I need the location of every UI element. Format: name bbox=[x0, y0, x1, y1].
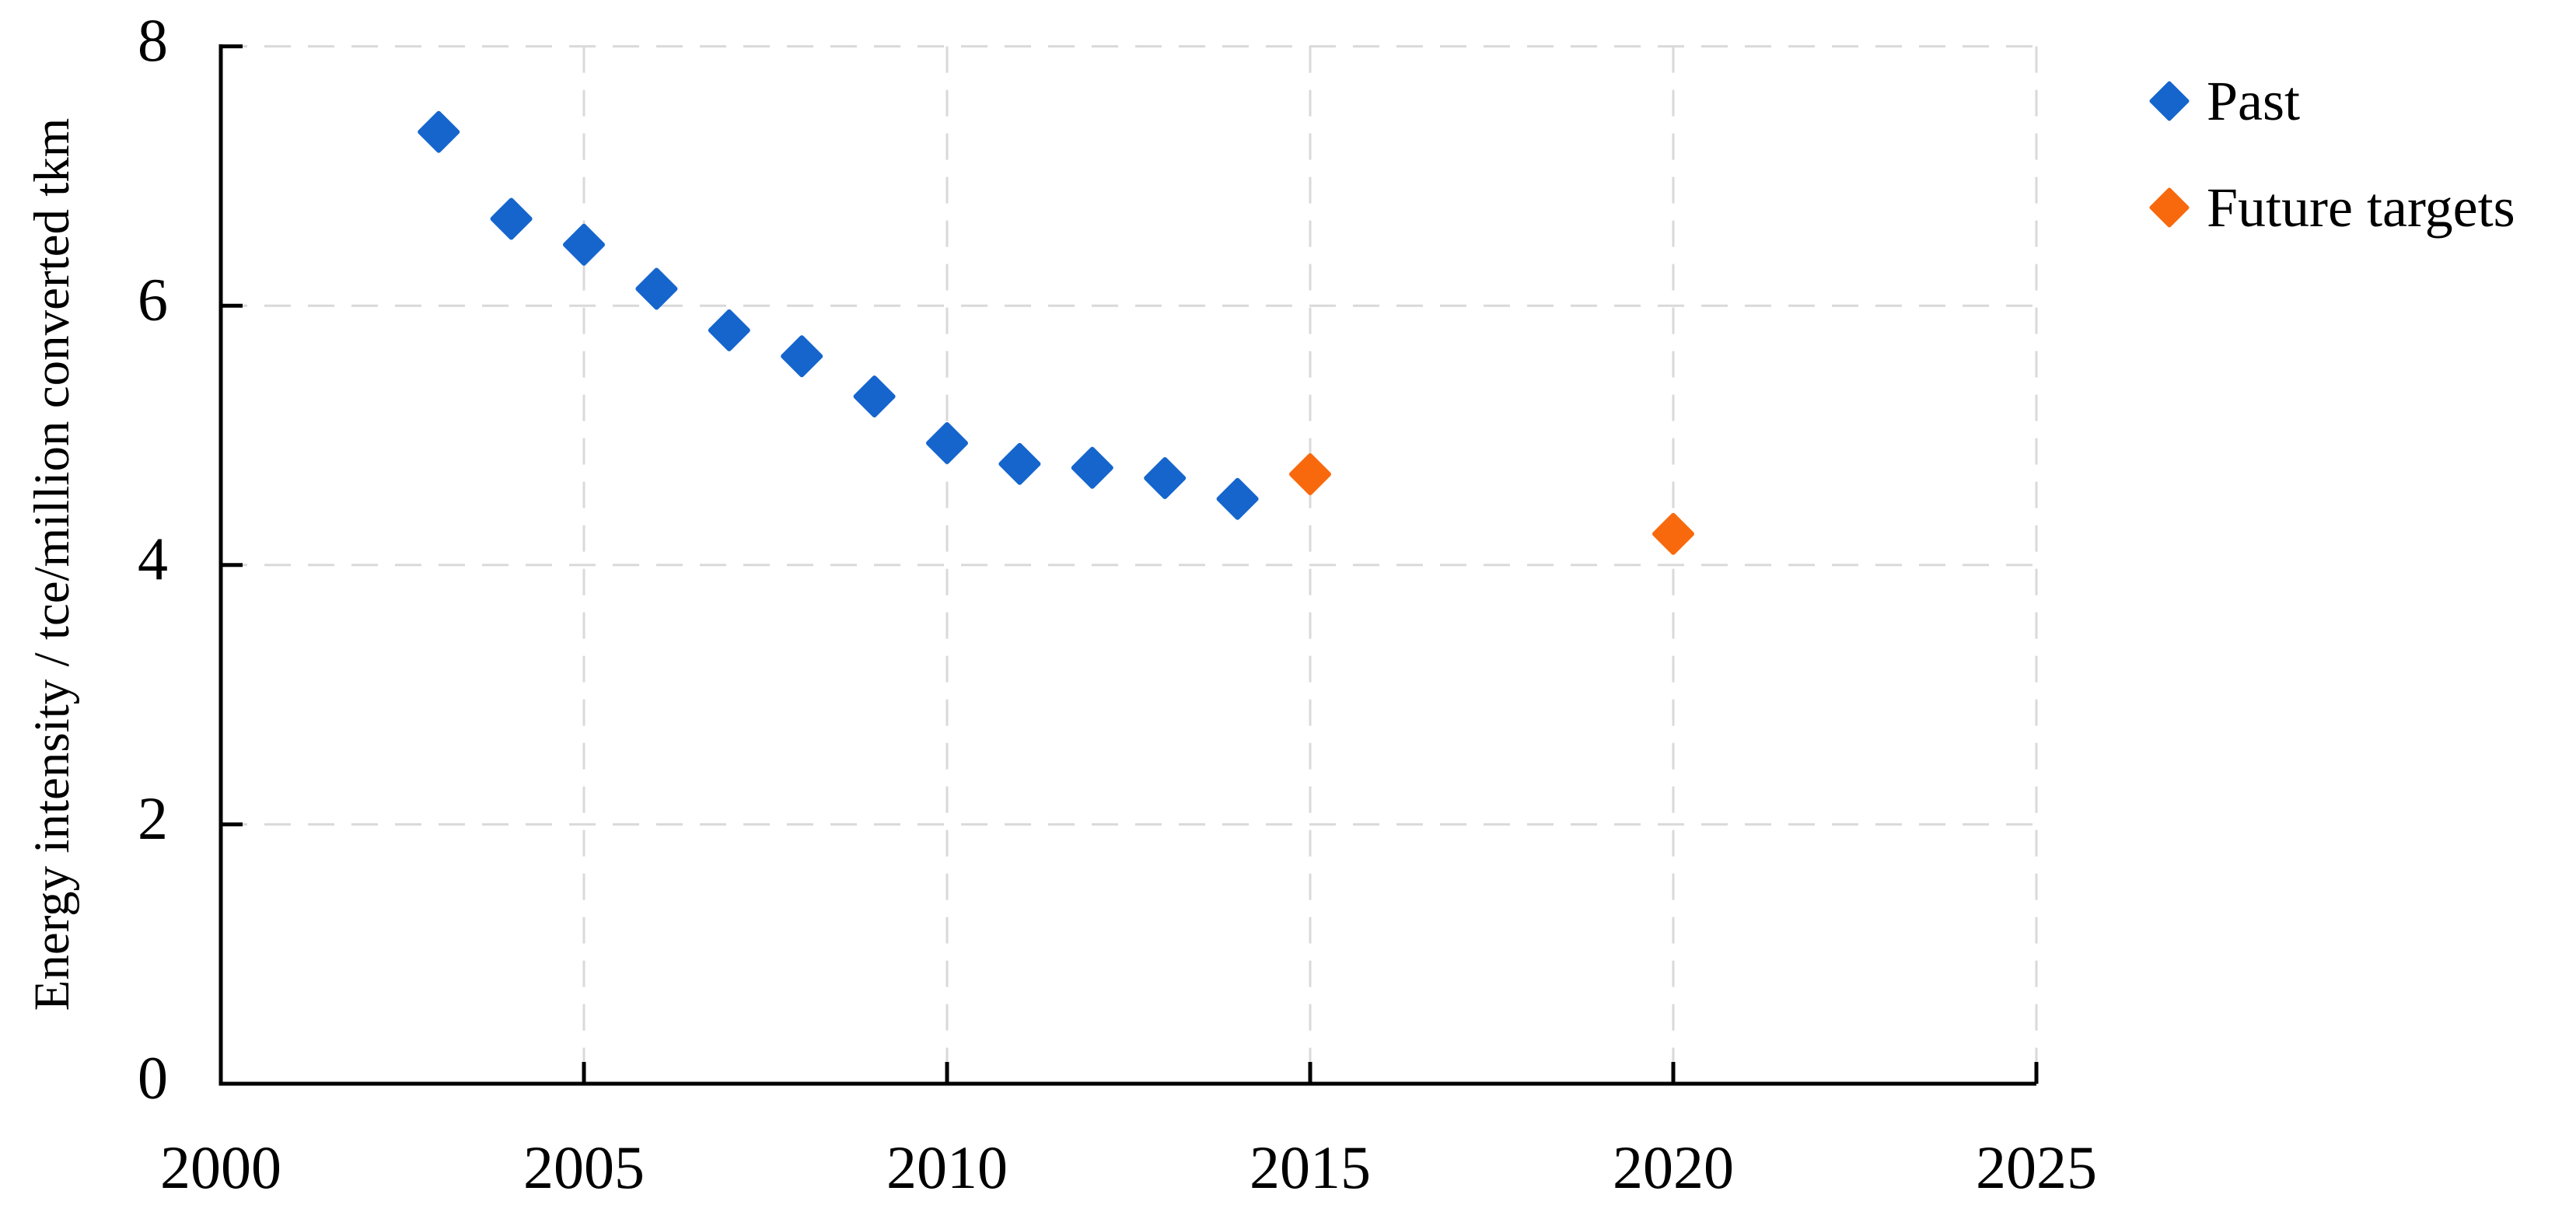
y-tick-labels: 0 2 4 6 8 bbox=[138, 6, 168, 1111]
x-tick-label: 2005 bbox=[523, 1133, 645, 1201]
data-points bbox=[418, 110, 1694, 555]
legend-item-past: Past bbox=[2149, 70, 2300, 132]
data-point-past-2010 bbox=[926, 422, 968, 465]
data-point-future-targets-2015 bbox=[1289, 453, 1331, 496]
data-point-past-2011 bbox=[998, 442, 1041, 485]
legend-past-diamond-icon bbox=[2149, 81, 2190, 121]
legend-future-targets-label: Future targets bbox=[2207, 176, 2515, 239]
x-tick-label: 2020 bbox=[1613, 1133, 1734, 1201]
data-point-past-2013 bbox=[1144, 457, 1187, 500]
data-point-past-2005 bbox=[563, 223, 605, 266]
data-point-past-2012 bbox=[1071, 446, 1113, 489]
x-tick-labels: 2000 2005 2010 2015 2020 2025 bbox=[160, 1133, 2097, 1201]
y-tick-label: 4 bbox=[138, 525, 168, 592]
gridlines bbox=[221, 45, 2038, 1084]
y-tick-label: 8 bbox=[138, 6, 168, 74]
x-tick-label: 2015 bbox=[1250, 1133, 1371, 1201]
data-point-past-2007 bbox=[708, 309, 750, 351]
y-axis-title: Energy intensity / tce/million converted… bbox=[24, 118, 80, 1011]
y-tick-label: 2 bbox=[138, 784, 168, 852]
legend-item-future-targets: Future targets bbox=[2149, 176, 2515, 239]
data-point-past-2009 bbox=[853, 375, 896, 417]
legend-past-label: Past bbox=[2207, 70, 2300, 132]
data-point-past-2014 bbox=[1216, 477, 1259, 520]
data-point-past-2008 bbox=[781, 335, 823, 378]
data-point-past-2006 bbox=[635, 267, 678, 310]
tick-marks bbox=[221, 44, 2039, 1084]
y-tick-label: 6 bbox=[138, 266, 168, 334]
legend: Past Future targets bbox=[2149, 70, 2515, 239]
legend-future-targets-diamond-icon bbox=[2149, 187, 2190, 228]
data-point-past-2003 bbox=[418, 110, 460, 153]
data-point-future-targets-2020 bbox=[1652, 512, 1694, 555]
y-tick-label: 0 bbox=[138, 1044, 168, 1112]
x-tick-label: 2025 bbox=[1976, 1133, 2097, 1201]
data-point-past-2004 bbox=[490, 197, 533, 240]
x-tick-label: 2000 bbox=[160, 1133, 281, 1201]
x-tick-label: 2010 bbox=[886, 1133, 1008, 1201]
